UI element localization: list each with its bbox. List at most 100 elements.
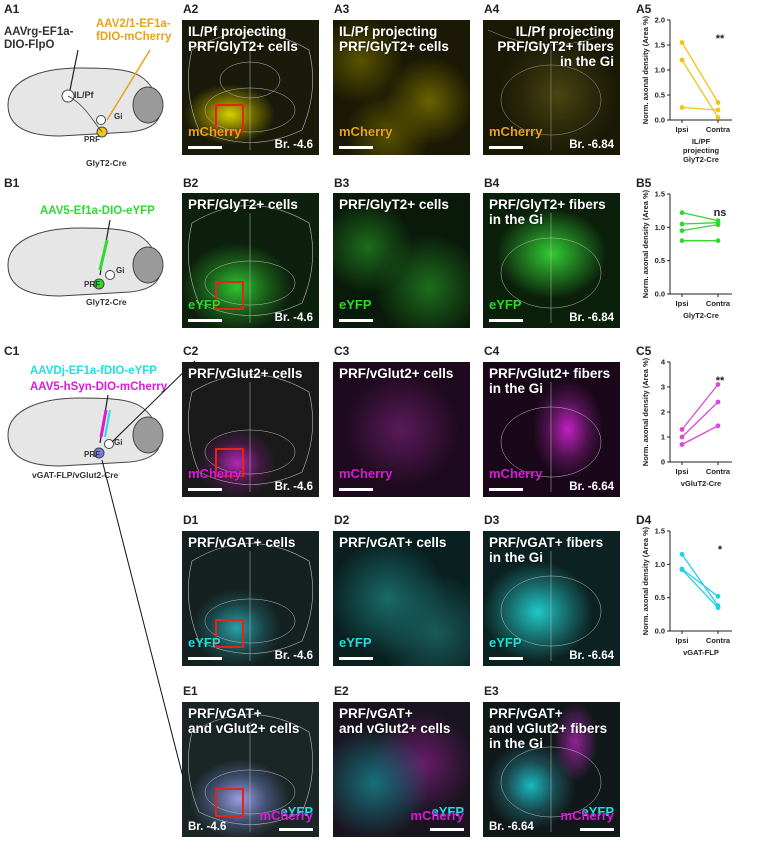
- data-point: [679, 40, 685, 45]
- y-tick-label: 1.5: [655, 41, 665, 50]
- scale-bar: [188, 657, 222, 660]
- marker-label-eyfp: eYFP: [431, 804, 464, 819]
- bregma-label: Br. -4.6: [274, 312, 313, 324]
- marker-label-mcherry: mCherry: [560, 808, 614, 823]
- label-b4: B4: [484, 176, 500, 190]
- chart-b5: 0.0 0.5 1.0 1.5 Ipsi Contra Norm. axonal densi…: [641, 190, 732, 320]
- data-point: [715, 399, 721, 405]
- marker-label-mcherry: mCherry: [410, 808, 464, 823]
- label-b1: B1: [4, 176, 20, 190]
- roi-box: [215, 281, 244, 310]
- y-tick-label: 1.0: [655, 66, 665, 75]
- y-tick-label: 0.0: [655, 627, 665, 636]
- scale-bar: [188, 488, 222, 491]
- panel-title: PRF/vGlut2+ fibers in the Gi: [489, 366, 611, 396]
- bregma-label: Br. -6.64: [569, 481, 614, 493]
- series-line: [681, 59, 719, 118]
- panel-title: PRF/vGlut2+ cells: [339, 366, 454, 381]
- atlas-outline: [188, 205, 313, 323]
- y-axis-label: Norm. axonal density (Area %): [641, 190, 650, 298]
- significance-label: ns: [714, 207, 727, 219]
- panel-title: PRF/vGAT+ cells: [339, 535, 447, 550]
- y-tick-label: 3: [661, 383, 665, 392]
- data-point: [715, 382, 721, 387]
- atlas-outline: [500, 722, 602, 832]
- scale-bar: [489, 146, 523, 149]
- x-axis-label: vGluT2-Cre: [681, 479, 721, 488]
- marker-label-eyfp: eYFP: [581, 804, 614, 819]
- y-tick-label: 0.5: [655, 593, 665, 602]
- panel-title: PRF/vGAT+ and vGlut2+ cells: [188, 706, 300, 736]
- label-c2: C2: [183, 344, 199, 358]
- y-tick-label: 1.0: [655, 560, 665, 569]
- label-e3: E3: [484, 684, 499, 698]
- label-c5: C5: [636, 344, 652, 358]
- series-line: [681, 222, 719, 225]
- atlas-outline: [500, 382, 602, 492]
- scale-bar: [339, 657, 373, 660]
- data-point: [679, 567, 685, 573]
- schematic-c-gi: Gi: [114, 438, 123, 447]
- schematic-a-virus2: AAV2/1-EF1a- fDIO-mCherry: [96, 18, 172, 43]
- scale-bar: [489, 657, 523, 660]
- panel-d3: PRF/vGAT+ fibers in the Gi eYFP Br. -6.6…: [483, 531, 620, 666]
- x-tick-label: Contra: [706, 636, 731, 645]
- marker-label-mcherry: mCherry: [259, 808, 313, 823]
- y-tick-label: 1.5: [655, 527, 665, 536]
- series-line: [681, 553, 719, 607]
- panel-title: PRF/GlyT2+ cells: [188, 197, 298, 212]
- atlas-outline: [500, 551, 602, 661]
- x-axis-label: GlyT2-Cre: [683, 311, 719, 320]
- marker-label: eYFP: [339, 635, 372, 650]
- panel-title: PRF/vGlut2+ cells: [188, 366, 303, 381]
- atlas-outline: [188, 32, 313, 150]
- schematic-a-virus1: AAVrg-EF1a- DIO-FlpO: [4, 26, 74, 51]
- magenta-overlay: [553, 702, 598, 782]
- schematic-a-gi: Gi: [114, 112, 123, 121]
- significance-label: **: [716, 375, 725, 387]
- data-point: [715, 423, 721, 429]
- panel-b2: PRF/GlyT2+ cells eYFP Br. -4.6: [182, 193, 319, 328]
- bregma-label: Br. -6.64: [489, 821, 534, 833]
- label-e1: E1: [183, 684, 198, 698]
- schematic-c-prf: PRF: [84, 450, 100, 459]
- data-point: [715, 115, 721, 120]
- panel-a3: IL/Pf projecting PRF/GlyT2+ cells mCherr…: [333, 20, 470, 155]
- data-point: [679, 228, 685, 234]
- schematic-a-ilpf: IL/Pf: [74, 90, 94, 100]
- data-point: [679, 238, 685, 244]
- label-e2: E2: [334, 684, 349, 698]
- panel-title: IL/Pf projecting PRF/GlyT2+ cells: [339, 24, 449, 54]
- label-d4: D4: [636, 513, 652, 527]
- label-a1: A1: [4, 2, 20, 16]
- schematic-b-brain: [7, 220, 164, 297]
- data-point: [679, 210, 685, 216]
- data-point: [715, 100, 721, 105]
- schematic-b-gi: Gi: [116, 266, 125, 275]
- bregma-label: Br. -4.6: [188, 821, 227, 833]
- marker-label: mCherry: [489, 124, 543, 139]
- schematic-a-brain: [7, 50, 164, 138]
- panel-e2: PRF/vGAT+ and vGlut2+ cells eYFP mCherry: [333, 702, 470, 837]
- marker-label: eYFP: [188, 297, 221, 312]
- scale-bar: [339, 319, 373, 322]
- data-point: [679, 434, 685, 440]
- series-line: [681, 42, 719, 103]
- data-point: [715, 222, 721, 228]
- x-tick-label: Contra: [706, 125, 731, 134]
- significance-label: **: [716, 33, 725, 45]
- x-tick-label: Ipsi: [676, 636, 689, 645]
- roi-box: [215, 788, 244, 817]
- schematic-b-genotype: GlyT2-Cre: [86, 297, 127, 307]
- label-a5: A5: [636, 2, 652, 16]
- label-b2: B2: [183, 176, 199, 190]
- data-point: [679, 105, 685, 110]
- x-tick-label: Ipsi: [676, 125, 689, 134]
- panel-c4: PRF/vGlut2+ fibers in the Gi mCherry Br.…: [483, 362, 620, 497]
- scale-bar: [279, 828, 313, 831]
- label-c3: C3: [334, 344, 350, 358]
- marker-label: mCherry: [339, 124, 393, 139]
- label-a4: A4: [484, 2, 500, 16]
- panel-title: IL/Pf projecting PRF/GlyT2+ cells: [188, 24, 298, 54]
